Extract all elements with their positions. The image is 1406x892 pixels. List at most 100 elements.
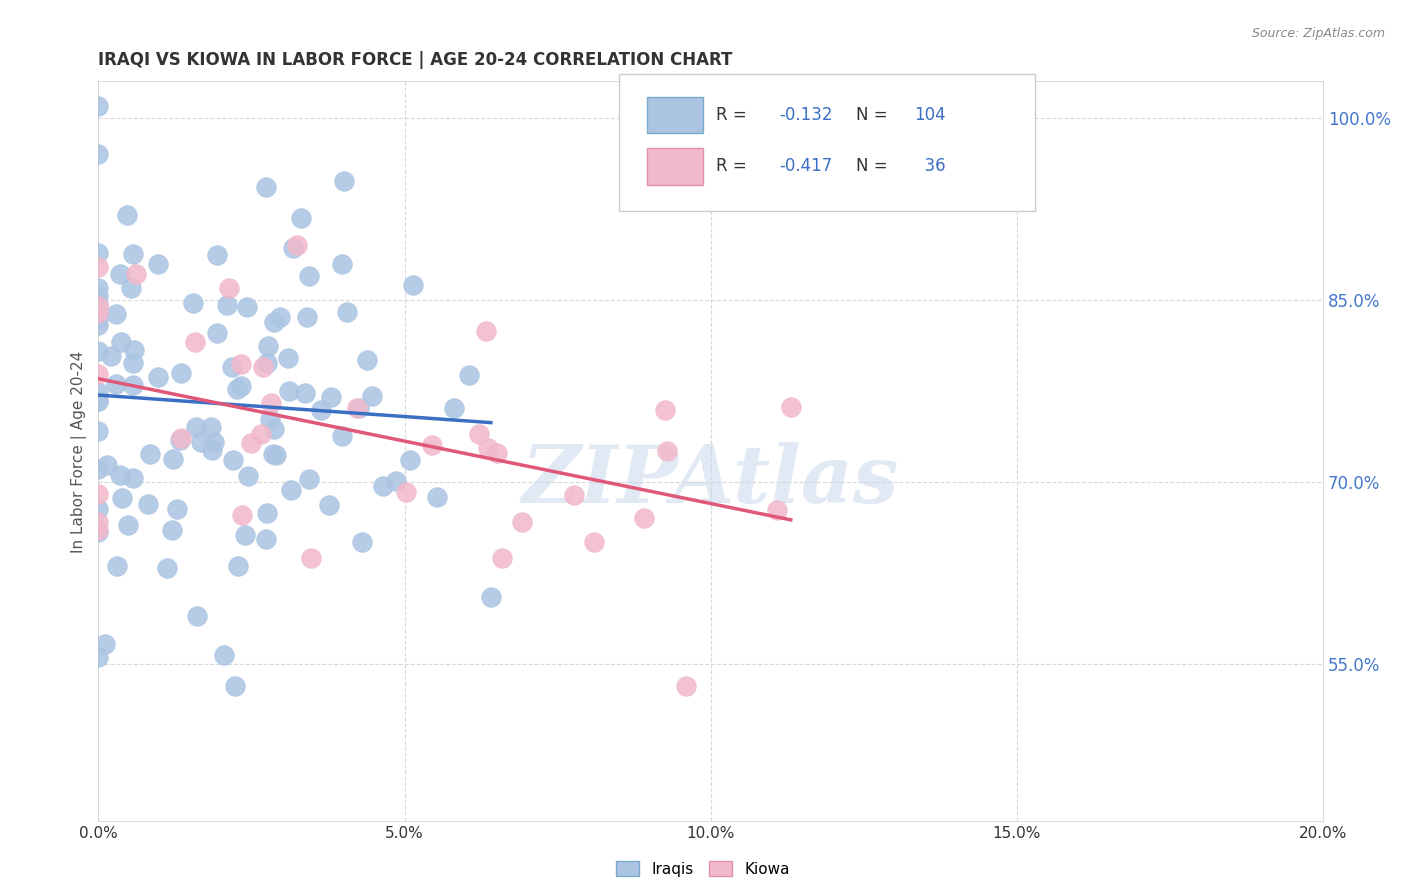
Point [87, 245, 110, 260]
Point [87, 487, 110, 501]
Point [491, 551, 513, 566]
Point [87, 524, 110, 538]
Point [259, 412, 281, 426]
Point [226, 558, 249, 573]
Text: -0.417: -0.417 [779, 158, 832, 176]
Point [371, 479, 394, 493]
Point [477, 442, 499, 456]
Point [236, 469, 259, 483]
Point [170, 431, 193, 445]
Point [443, 401, 465, 415]
Point [249, 426, 271, 441]
Point [87, 385, 110, 400]
Point [654, 403, 676, 417]
Point [280, 483, 302, 498]
Point [298, 269, 321, 284]
Point [108, 468, 131, 483]
Point [231, 508, 253, 522]
Point [122, 356, 145, 370]
Point [96, 458, 118, 473]
Point [125, 267, 148, 281]
Point [231, 379, 253, 393]
Point [87, 516, 110, 530]
Point [583, 534, 606, 549]
Point [294, 386, 316, 401]
Point [269, 310, 291, 325]
Point [87, 650, 110, 665]
Point [122, 378, 145, 392]
Point [156, 561, 179, 575]
Point [256, 179, 278, 194]
FancyBboxPatch shape [647, 96, 703, 133]
Legend: Iraqis, Kiowa: Iraqis, Kiowa [609, 853, 797, 884]
Point [633, 511, 655, 525]
Point [94, 637, 117, 651]
Point [297, 472, 319, 486]
Point [136, 497, 159, 511]
Point [146, 257, 169, 271]
Point [200, 419, 222, 434]
Point [122, 343, 145, 357]
Point [87, 311, 110, 326]
Point [318, 498, 340, 512]
Point [254, 533, 277, 547]
Point [110, 334, 132, 349]
Point [115, 208, 138, 222]
Point [349, 401, 371, 415]
Point [252, 359, 274, 374]
Point [330, 257, 353, 271]
Point [87, 344, 110, 359]
Point [675, 679, 697, 693]
Point [218, 280, 240, 294]
Point [285, 237, 308, 252]
Point [236, 301, 259, 315]
Point [87, 305, 110, 319]
Point [260, 396, 283, 410]
Text: -0.132: -0.132 [779, 105, 832, 124]
Point [765, 503, 787, 517]
Point [122, 247, 145, 261]
Point [87, 394, 110, 409]
Point [105, 558, 128, 573]
Point [346, 401, 368, 416]
Point [87, 424, 110, 438]
Point [104, 308, 127, 322]
Point [121, 470, 143, 484]
Point [299, 551, 322, 566]
Point [87, 462, 110, 476]
Point [87, 147, 110, 161]
Text: 36: 36 [914, 158, 946, 176]
Point [170, 366, 193, 380]
Point [319, 390, 342, 404]
Point [420, 438, 443, 452]
FancyBboxPatch shape [647, 148, 703, 185]
Text: ZIPAtlas: ZIPAtlas [522, 442, 900, 520]
Point [385, 474, 408, 488]
Text: N =: N = [856, 158, 893, 176]
Point [402, 278, 425, 293]
Point [110, 267, 132, 281]
Point [262, 447, 284, 461]
Point [290, 211, 312, 225]
Point [201, 442, 224, 457]
Text: IRAQI VS KIOWA IN LABOR FORCE | AGE 20-24 CORRELATION CHART: IRAQI VS KIOWA IN LABOR FORCE | AGE 20-2… [98, 51, 733, 69]
Point [87, 289, 110, 303]
Text: R =: R = [716, 158, 752, 176]
Point [779, 401, 801, 415]
Text: R =: R = [716, 105, 752, 124]
Point [111, 491, 134, 505]
Point [395, 485, 418, 500]
Point [160, 523, 183, 537]
Point [117, 518, 139, 533]
Point [264, 449, 287, 463]
Point [360, 389, 382, 403]
Point [87, 394, 110, 409]
Point [336, 305, 359, 319]
Point [222, 452, 245, 467]
Point [87, 368, 110, 382]
Text: 104: 104 [914, 105, 946, 124]
Point [350, 534, 373, 549]
Point [87, 297, 110, 311]
Point [457, 368, 479, 382]
Point [162, 452, 184, 467]
